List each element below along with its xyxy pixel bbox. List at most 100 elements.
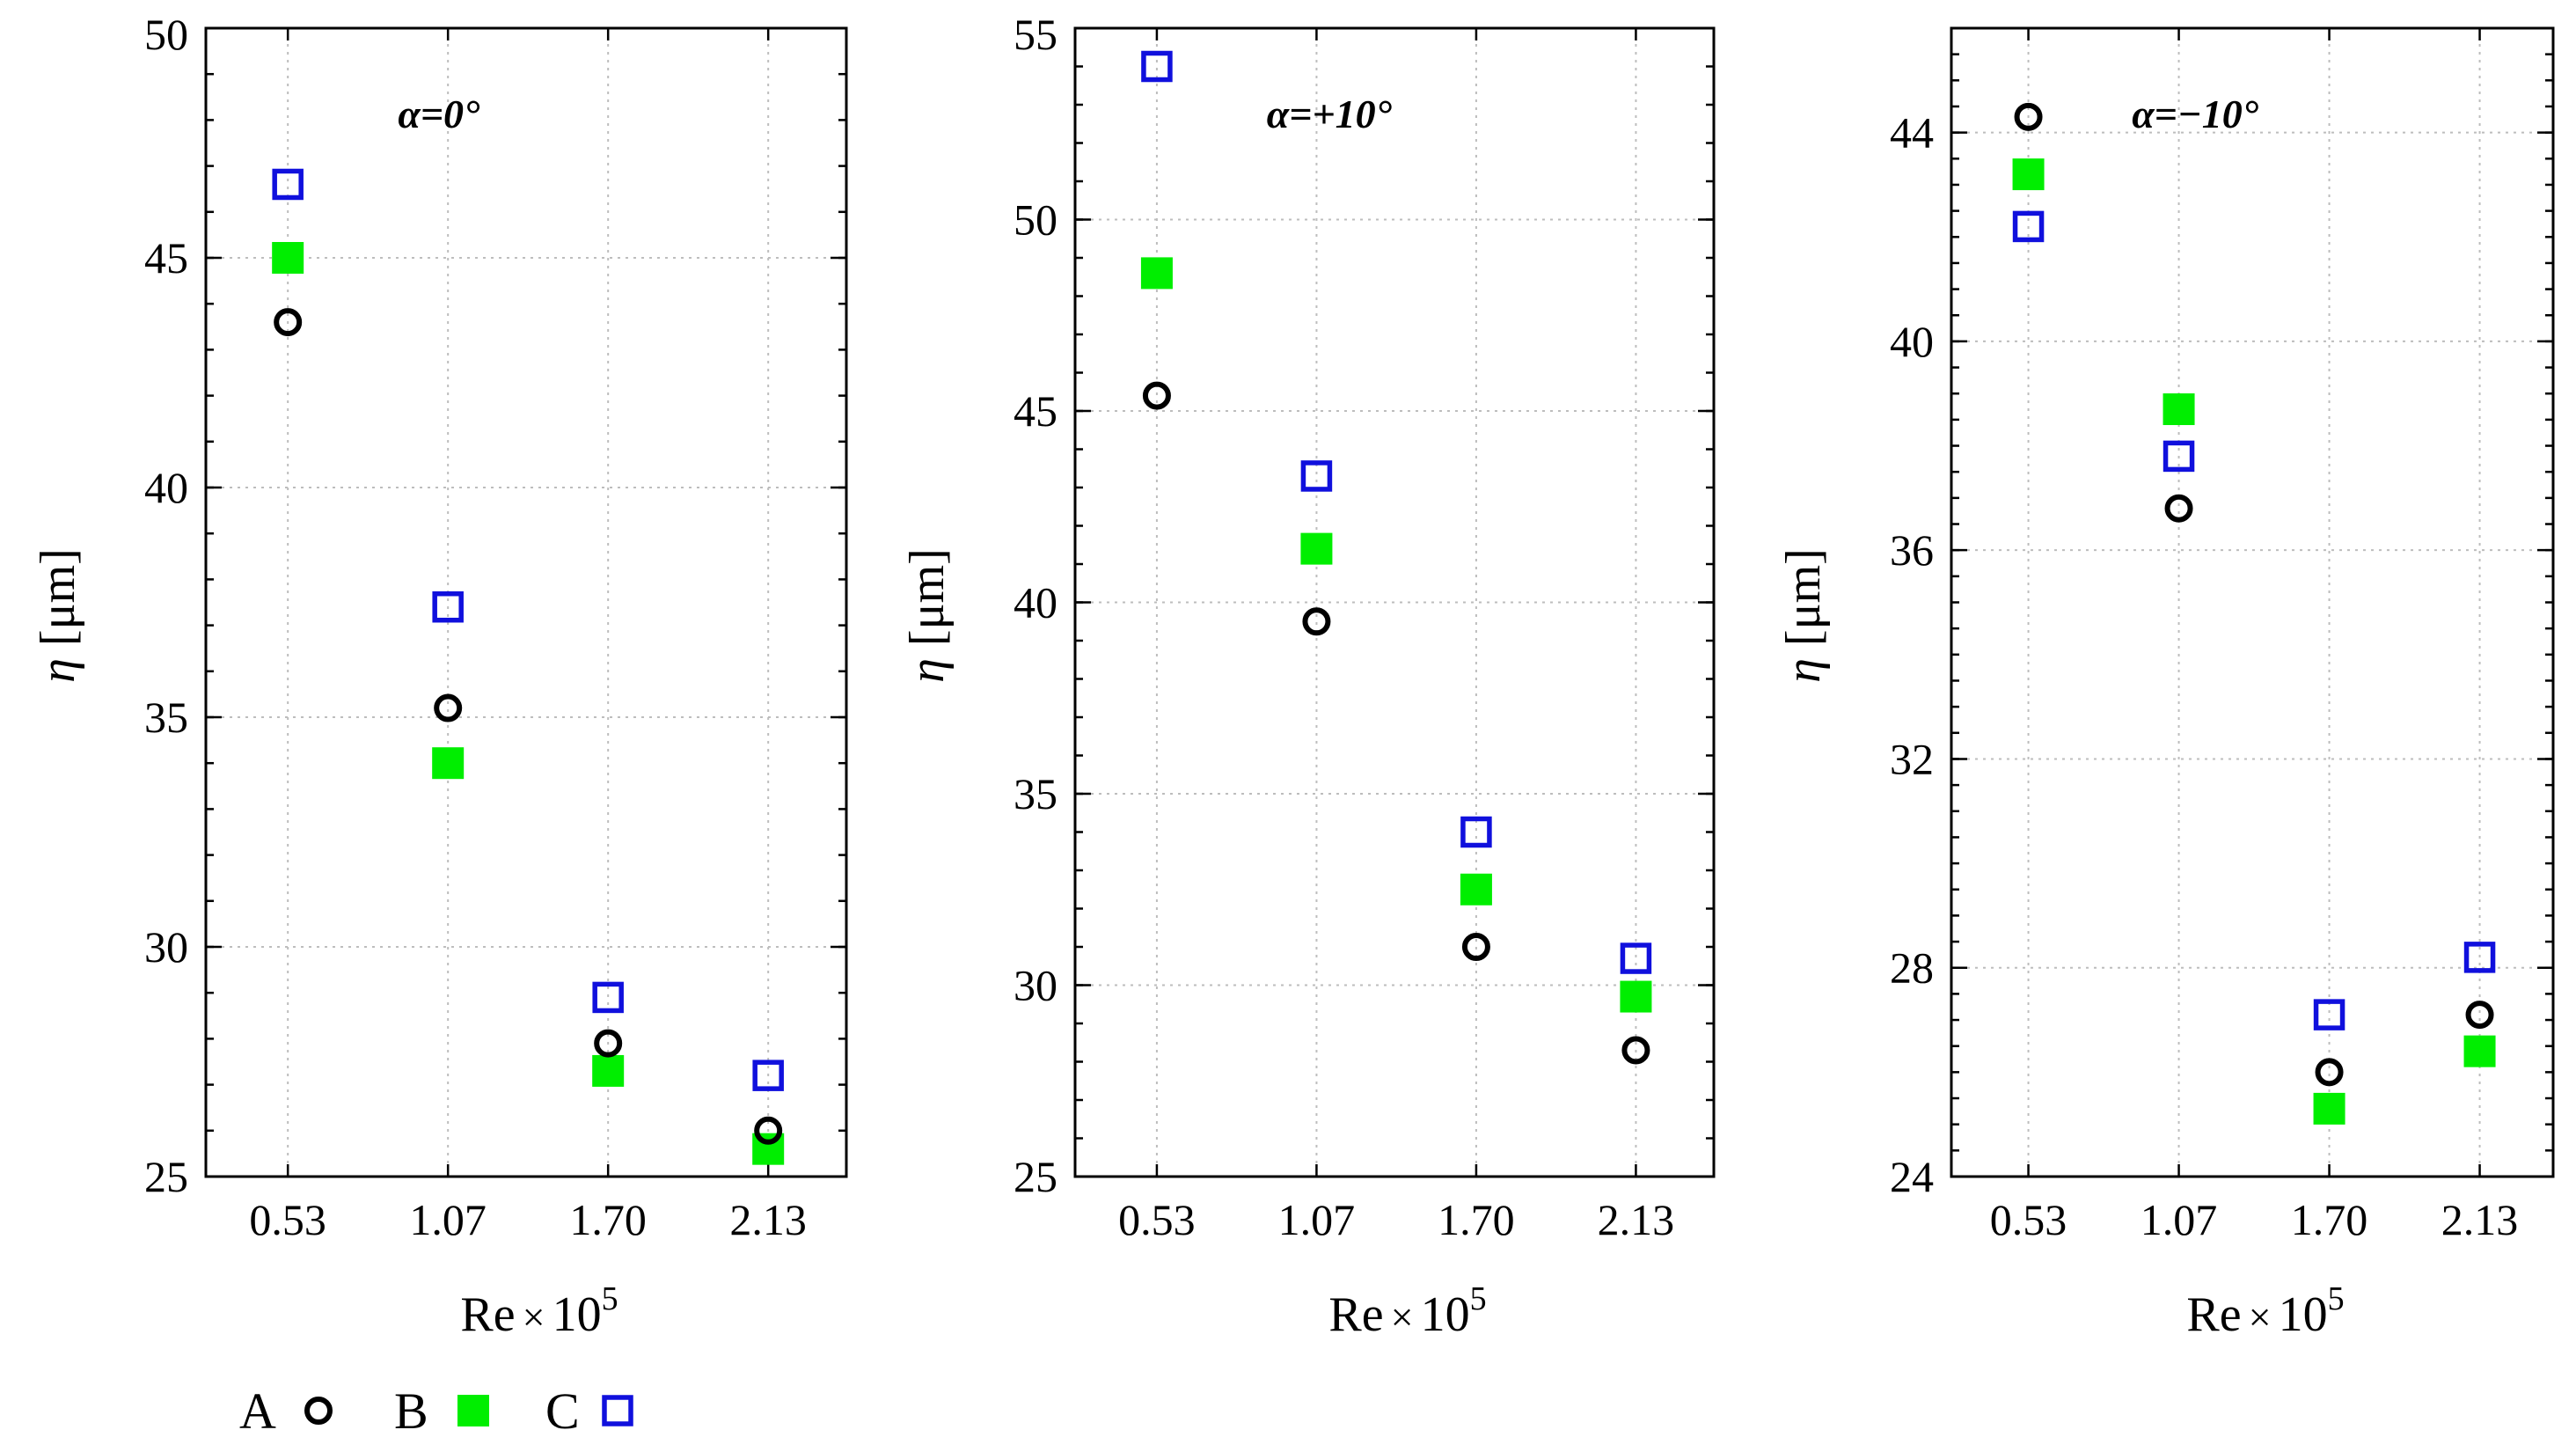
y-axis-title-symbol: η [1776, 658, 1831, 683]
point-c [1460, 816, 1492, 848]
y-tick-label: 45 [1014, 386, 1057, 436]
x-tick-label: 0.53 [1990, 1195, 2067, 1244]
point-b [2012, 158, 2045, 191]
x-tick-label: 1.70 [569, 1195, 647, 1244]
x-axis-title-ten: 10 [553, 1287, 602, 1342]
point-a [2014, 102, 2043, 131]
point-b [432, 747, 465, 780]
y-tick-label: 32 [1890, 734, 1934, 783]
y-tick-label: 40 [1014, 578, 1057, 627]
legend-marker-c [602, 1395, 633, 1426]
y-tick-label: 50 [144, 10, 188, 59]
legend-marker-a [304, 1397, 333, 1425]
legend-label-a: A [239, 1382, 276, 1440]
point-c [1620, 942, 1652, 974]
panel-title-alpha: α [398, 92, 421, 136]
point-a [1461, 933, 1490, 961]
point-c [592, 981, 624, 1014]
point-a [754, 1116, 783, 1145]
legend-marker-b [457, 1395, 489, 1426]
y-tick-label: 44 [1890, 108, 1934, 158]
point-b [1620, 980, 1652, 1013]
point-c [2313, 999, 2345, 1030]
point-b [2463, 1035, 2496, 1067]
x-axis-title-ten: 10 [2279, 1287, 2328, 1342]
x-tick-label: 1.70 [2291, 1195, 2368, 1244]
point-a [1142, 381, 1171, 410]
panel-title-value: =+10° [1289, 92, 1392, 136]
y-axis-title: η [μm] [1776, 548, 1831, 683]
point-c [432, 590, 464, 623]
point-b [1140, 257, 1173, 290]
x-tick-label: 0.53 [249, 1195, 326, 1244]
x-axis-title-times: × [1391, 1294, 1414, 1339]
chart-panel-2: 25 30 35 40 45 50 55 0.53 1.07 1.70 2.13 α=+10° η [μm… [900, 10, 1716, 1342]
y-axis-title-unit: [μm] [1776, 548, 1831, 646]
y-tick-label: 24 [1890, 1152, 1934, 1201]
x-axis-title-exponent: 5 [2328, 1280, 2345, 1317]
x-tick-label: 0.53 [1118, 1195, 1196, 1244]
x-axis-title-re: Re [460, 1287, 515, 1342]
x-axis-title-exponent: 5 [1470, 1280, 1487, 1317]
x-tick-label: 1.07 [2141, 1195, 2218, 1244]
y-axis-title: η [μm] [900, 548, 955, 683]
y-tick-label: 45 [144, 233, 188, 282]
x-tick-label: 1.07 [1278, 1195, 1356, 1244]
y-tick-label: 40 [144, 463, 188, 512]
y-tick-label: 35 [1014, 769, 1057, 818]
point-a [2315, 1058, 2344, 1087]
point-b [1460, 873, 1492, 906]
point-a [434, 693, 463, 722]
x-axis-title: Re × 105 [2186, 1280, 2344, 1342]
x-axis-title-re: Re [1328, 1287, 1383, 1342]
plot-frame [204, 26, 848, 1178]
y-tick-label: 35 [144, 693, 188, 742]
point-c [2012, 210, 2045, 243]
x-tick-label: 2.13 [729, 1195, 807, 1244]
point-a [2465, 1001, 2494, 1030]
point-c [752, 1060, 784, 1091]
point-b [2163, 393, 2195, 426]
y-tick-label: 36 [1890, 525, 1934, 575]
plot-frame [1073, 26, 1716, 1178]
x-axis-title-times: × [2249, 1294, 2272, 1339]
x-axis-title-re: Re [2186, 1287, 2241, 1342]
x-tick-label: 2.13 [1598, 1195, 1675, 1244]
y-axis-title-unit: [μm] [900, 548, 955, 646]
chart-panel-3: 24 28 32 36 40 44 0.53 1.07 1.70 2.13 α=−10° η [μm] R… [1776, 26, 2555, 1342]
x-tick-label: 2.13 [2441, 1195, 2519, 1244]
x-axis-title: Re × 105 [1328, 1280, 1486, 1342]
panel-title-value: =−10° [2155, 92, 2259, 136]
y-axis-title-unit: [μm] [31, 548, 85, 646]
x-axis-title: Re × 105 [460, 1280, 618, 1342]
panel-title: α=+10° [1267, 92, 1393, 136]
point-c [2463, 942, 2496, 973]
panel-title-value: =0° [421, 92, 480, 136]
x-axis-title-times: × [523, 1294, 545, 1339]
y-tick-label: 28 [1890, 943, 1934, 993]
x-axis-title-exponent: 5 [602, 1280, 618, 1317]
y-tick-label: 25 [144, 1152, 188, 1201]
y-axis-title: η [μm] [31, 548, 85, 683]
point-a [2164, 494, 2193, 523]
y-tick-label: 30 [1014, 961, 1057, 1010]
legend-label-c: C [545, 1382, 580, 1440]
point-a [594, 1029, 623, 1058]
legend-label-b: B [394, 1382, 428, 1440]
panel-title-alpha: α [2132, 92, 2155, 136]
point-c [2163, 440, 2195, 473]
y-tick-label: 50 [1014, 195, 1057, 245]
y-tick-label: 40 [1890, 317, 1934, 366]
point-c [272, 168, 304, 201]
legend: A B C [239, 1382, 633, 1440]
x-tick-label: 1.70 [1438, 1195, 1515, 1244]
point-c [1300, 460, 1333, 492]
panel-title: α=0° [398, 92, 480, 136]
chart-panel-1: 25 30 35 40 45 50 0.53 1.07 1.70 2.13 α=0° η [μm] Re ×… [31, 10, 848, 1342]
panel-title-alpha: α [1267, 92, 1291, 136]
point-a [1621, 1036, 1650, 1065]
point-b [592, 1054, 625, 1087]
y-tick-label: 55 [1014, 10, 1057, 59]
panel-title: α=−10° [2132, 92, 2259, 136]
